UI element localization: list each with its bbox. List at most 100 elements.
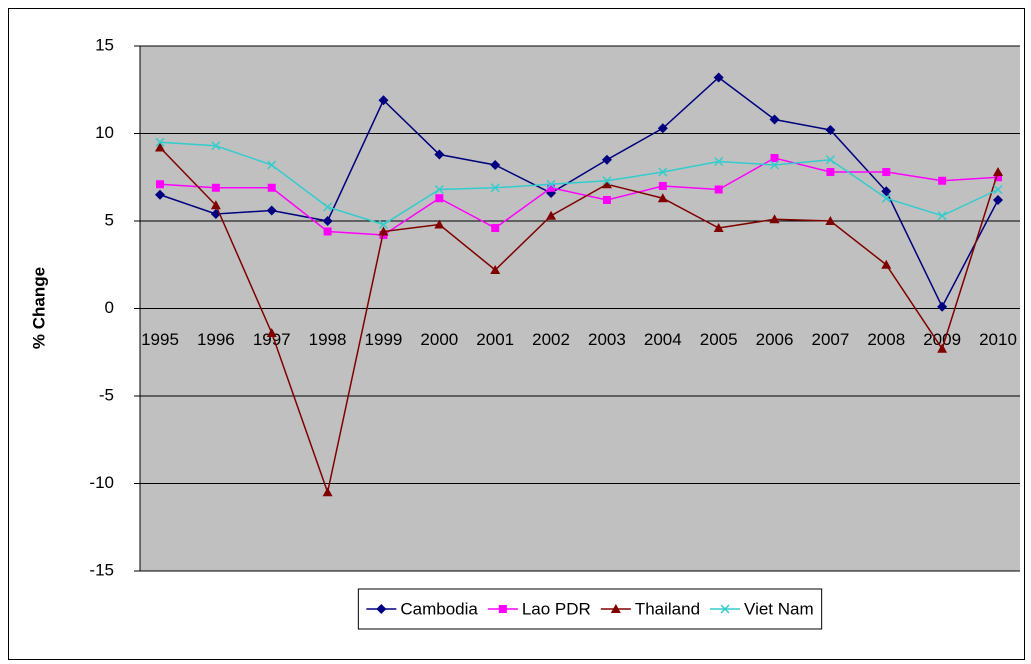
x-tick-label: 1998 [309, 330, 347, 349]
marker [713, 72, 724, 83]
x-tick-label: 1997 [253, 330, 291, 349]
marker [323, 227, 332, 236]
marker [376, 604, 387, 614]
marker [498, 605, 507, 613]
marker [546, 179, 556, 189]
marker [769, 214, 780, 224]
marker [547, 183, 556, 192]
series-line [159, 141, 999, 226]
marker [825, 216, 836, 225]
marker [937, 301, 948, 312]
marker [323, 202, 333, 212]
legend-label: Cambodia [400, 599, 478, 618]
x-tick-label: 2002 [532, 330, 570, 349]
marker [155, 137, 165, 147]
marker [490, 160, 501, 170]
marker [378, 226, 389, 236]
legend-item: Viet Nam [710, 599, 814, 618]
legend-item: Lao PDR [487, 599, 591, 618]
marker [720, 604, 730, 614]
marker [211, 141, 221, 151]
marker [267, 183, 276, 192]
legend-item: Cambodia [366, 599, 478, 618]
legend-label: Thailand [635, 599, 700, 618]
marker [322, 487, 333, 497]
marker [211, 183, 220, 192]
marker [769, 114, 780, 125]
marker [156, 180, 164, 189]
marker [825, 155, 835, 165]
marker [937, 343, 948, 353]
marker [378, 219, 388, 230]
legend-item: Thailand [600, 599, 700, 618]
marker [658, 182, 667, 190]
x-tick-label: 1996 [197, 330, 235, 349]
series-line [159, 76, 999, 309]
marker [993, 184, 1003, 195]
marker [658, 167, 668, 177]
marker [993, 195, 1003, 205]
marker [490, 265, 501, 274]
marker [713, 223, 724, 232]
x-tick-label: 2006 [756, 330, 794, 349]
marker [714, 156, 724, 167]
legend-label: Viet Nam [744, 599, 814, 618]
marker [770, 154, 779, 162]
marker [881, 186, 892, 197]
y-tick-label: 5 [105, 210, 114, 229]
marker [546, 210, 557, 220]
marker [434, 149, 445, 160]
marker [490, 183, 500, 193]
marker [602, 196, 611, 204]
x-tick-label: 1999 [365, 330, 403, 349]
marker [826, 168, 835, 176]
series-line [159, 146, 999, 496]
marker [882, 168, 891, 176]
legend: Cambodia Lao PDR Thailand Viet Nam [357, 588, 823, 630]
x-tick-label: 2005 [700, 330, 738, 349]
x-tick-label: 2003 [588, 330, 626, 349]
marker [602, 176, 612, 186]
marker [657, 193, 668, 203]
marker [601, 179, 612, 189]
marker [770, 160, 780, 170]
legend-box [357, 588, 823, 630]
x-tick-label: 2001 [476, 330, 514, 349]
y-tick-label: -5 [99, 385, 114, 404]
y-tick-label: -15 [89, 560, 114, 579]
x-tick-label: 1995 [141, 330, 179, 349]
marker [881, 193, 891, 203]
marker [601, 154, 612, 165]
y-tick-label: -10 [89, 473, 114, 492]
marker [155, 142, 165, 152]
marker [435, 194, 444, 203]
marker [434, 219, 445, 229]
marker [937, 211, 947, 221]
marker [434, 184, 444, 195]
marker [210, 200, 221, 210]
legend-label: Lao PDR [522, 599, 591, 618]
marker [938, 176, 947, 185]
series-line [159, 157, 999, 236]
y-tick-label: 10 [95, 123, 114, 142]
x-tick-label: 2008 [867, 330, 905, 349]
marker [825, 125, 836, 135]
marker [491, 224, 500, 232]
marker [266, 328, 277, 337]
marker [266, 205, 277, 216]
y-tick-label: 0 [105, 298, 114, 317]
marker [322, 216, 333, 226]
x-tick-label: 2004 [644, 330, 682, 349]
y-tick-label: 15 [95, 35, 114, 54]
marker [155, 189, 165, 200]
x-tick-label: 2007 [811, 330, 849, 349]
marker [378, 95, 389, 106]
marker [267, 160, 277, 170]
marker [610, 604, 621, 613]
x-tick-label: 2000 [420, 330, 458, 349]
x-tick-label: 2010 [979, 330, 1017, 349]
marker [993, 167, 1003, 176]
marker [714, 185, 723, 194]
marker [657, 123, 668, 134]
